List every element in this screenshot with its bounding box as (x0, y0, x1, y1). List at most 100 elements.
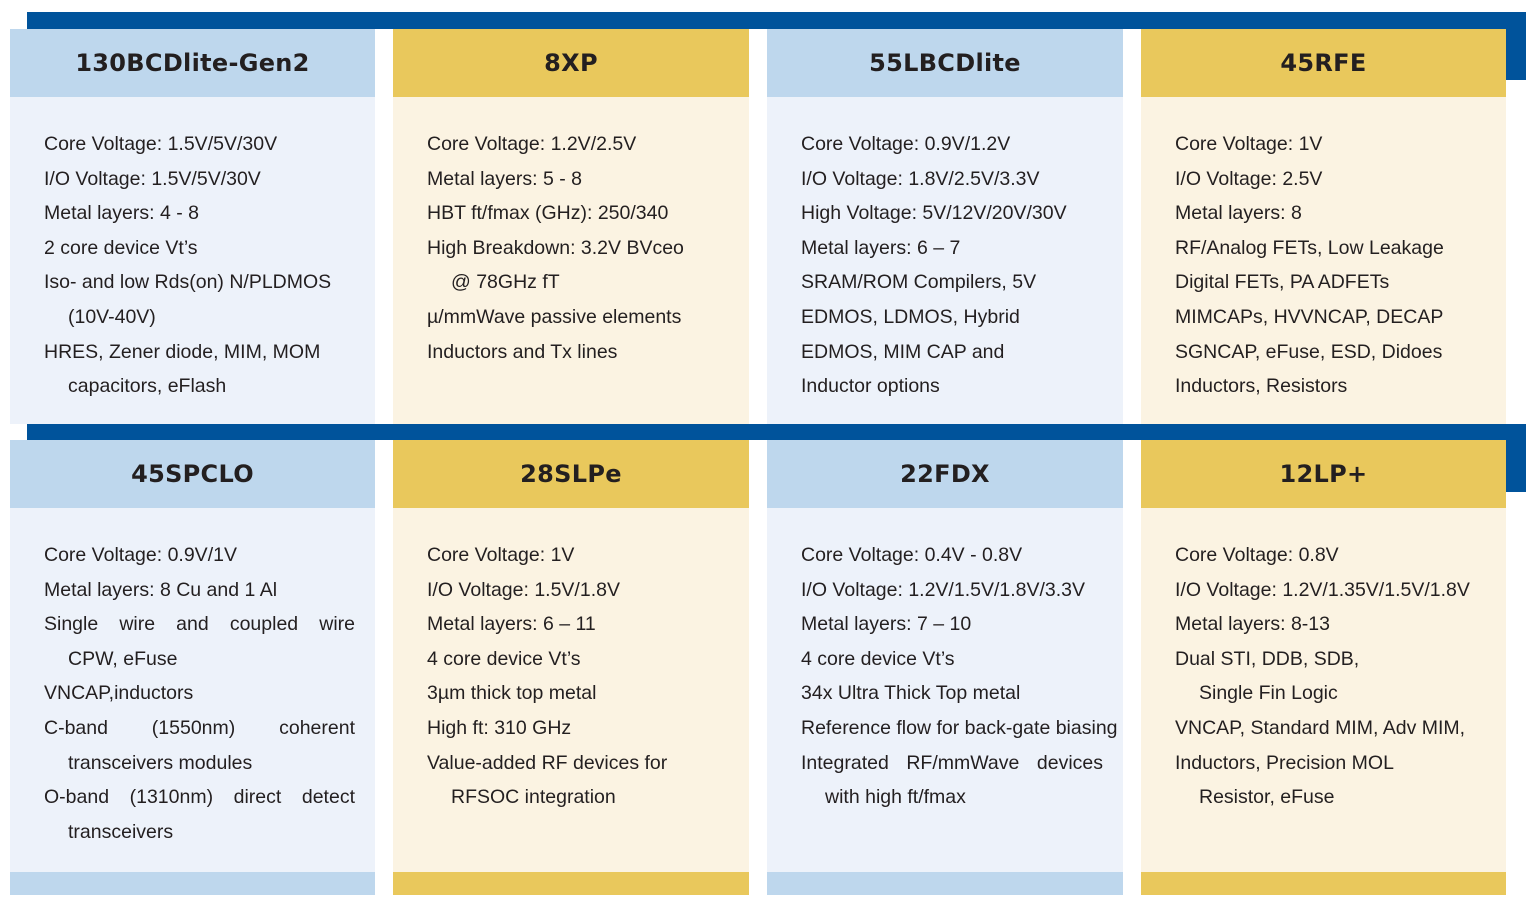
feature-list: Core Voltage: 1.2V/2.5V Metal layers: 5 -… (393, 97, 749, 369)
feature-list: Core Voltage: 0.9V/1.2V I/O Voltage: 1.8V… (767, 97, 1123, 404)
process-card-title: 130BCDlite-Gen2 (10, 29, 375, 97)
feature-line: I/O Voltage: 2.5V (1175, 167, 1323, 190)
feature-line: VNCAP,inductors (44, 682, 194, 705)
feature-line: Core Voltage: 1.5V/5V/30V (44, 133, 278, 155)
feature-line: Digital FETs, PA ADFETs (1175, 271, 1390, 294)
process-card-title: 45RFE (1141, 29, 1506, 97)
feature-line: Core Voltage: 0.4V - 0.8V (801, 544, 1023, 566)
process-card: 22FDX Core Voltage: 0.4V - 0.8V I/O Voltag… (767, 440, 1123, 895)
feature-line: 4 core device Vt’s (427, 647, 581, 670)
feature-line: Core Voltage: 0.9V/1.2V (801, 133, 1011, 155)
process-card-footer-strip (1141, 872, 1506, 895)
feature-line: Value-added RF devices for (427, 751, 668, 774)
feature-line: Inductors, Resistors (1175, 375, 1348, 398)
feature-line: I/O Voltage: 1.5V/1.8V (427, 578, 620, 601)
process-card-body: Core Voltage: 0.8V I/O Voltage: 1.2V/1.35… (1141, 508, 1506, 872)
feature-line: transceivers (68, 820, 174, 843)
top-blue-bar (27, 12, 1526, 29)
process-card-body: Core Voltage: 0.4V - 0.8V I/O Voltage: 1.… (767, 508, 1123, 872)
feature-line: Metal layers: 5 - 8 (427, 167, 582, 190)
feature-line: EDMOS, MIM CAP and (801, 340, 1005, 363)
feature-line: SRAM/ROM Compilers, 5V (801, 271, 1037, 294)
process-card-body: Core Voltage: 1V I/O Voltage: 2.5V Metal l… (1141, 97, 1506, 424)
process-card-footer-strip (767, 872, 1123, 895)
feature-line: VNCAP, Standard MIM, Adv MIM, (1175, 716, 1466, 739)
feature-line: High Breakdown: 3.2V BVceo (427, 236, 684, 259)
feature-line: Metal layers: 6 – 11 (427, 613, 596, 636)
middle-blue-bar (27, 424, 1526, 440)
feature-line: Metal layers: 8 (1175, 202, 1302, 225)
process-card-footer-strip (393, 872, 749, 895)
feature-line: Iso- and low Rds(on) N/PLDMOS (44, 271, 332, 294)
feature-list: Core Voltage: 0.9V/1V Metal layers: 8 Cu … (10, 508, 375, 849)
process-card-title: 45SPCLO (10, 440, 375, 508)
process-card-body: Core Voltage: 0.9V/1.2V I/O Voltage: 1.8V… (767, 97, 1123, 424)
process-card: 130BCDlite-Gen2 Core Voltage: 1.5V/5V/30V… (10, 29, 375, 424)
feature-line: Metal layers: 7 – 10 (801, 613, 972, 636)
process-card-body: Core Voltage: 1.5V/5V/30V I/O Voltage: 1.… (10, 97, 375, 424)
feature-line: Single Fin Logic (1199, 682, 1338, 705)
process-card-title: 12LP+ (1141, 440, 1506, 508)
feature-list: Core Voltage: 1V I/O Voltage: 1.5V/1.8V Me… (393, 508, 749, 815)
feature-line: RFSOC integration (451, 786, 616, 809)
process-card: 12LP+ Core Voltage: 0.8V I/O Voltage: 1.2V… (1141, 440, 1506, 895)
feature-line: Core Voltage: 1V (427, 544, 575, 566)
feature-line: CPW, eFuse (68, 647, 178, 670)
feature-line: capacitors, eFlash (68, 375, 227, 398)
feature-line: MIMCAPs, HVVNCAP, DECAP (1175, 305, 1444, 328)
feature-line: HRES, Zener diode, MIM, MOM (44, 340, 321, 363)
feature-list: Core Voltage: 1.5V/5V/30V I/O Voltage: 1.… (10, 97, 375, 404)
feature-line: Integrated RF/mmWave devices (801, 751, 1103, 774)
feature-line: RF/Analog FETs, Low Leakage (1175, 236, 1444, 259)
top-blue-bar-right-tab (1506, 12, 1526, 80)
feature-line: EDMOS, LDMOS, Hybrid (801, 305, 1020, 328)
process-card: 45SPCLO Core Voltage: 0.9V/1V Metal layers… (10, 440, 375, 895)
process-card: 45RFE Core Voltage: 1V I/O Voltage: 2.5V Me… (1141, 29, 1506, 424)
feature-line: 2 core device Vt’s (44, 236, 198, 259)
feature-line: O-band (1310nm) direct detect (44, 786, 355, 809)
feature-line: Core Voltage: 1.2V/2.5V (427, 133, 637, 155)
feature-line: Metal layers: 8-13 (1175, 613, 1330, 636)
process-card: 8XP Core Voltage: 1.2V/2.5V Metal layers: … (393, 29, 749, 424)
feature-line: Metal layers: 4 - 8 (44, 202, 199, 225)
feature-line: C-band (1550nm) coherent (44, 716, 355, 739)
feature-line: 34x Ultra Thick Top metal (801, 682, 1021, 705)
feature-list: Core Voltage: 1V I/O Voltage: 2.5V Metal l… (1141, 97, 1506, 404)
feature-line: µ/mmWave passive elements (427, 305, 682, 328)
process-card: 55LBCDlite Core Voltage: 0.9V/1.2V I/O Vol… (767, 29, 1123, 424)
middle-blue-bar-right-tab (1506, 424, 1526, 492)
feature-list: Core Voltage: 0.8V I/O Voltage: 1.2V/1.35… (1141, 508, 1506, 815)
feature-line: HBT ft/fmax (GHz): 250/340 (427, 202, 669, 225)
feature-line: 4 core device Vt’s (801, 647, 955, 670)
feature-line: Core Voltage: 0.8V (1175, 544, 1339, 566)
process-card-body: Core Voltage: 1.2V/2.5V Metal layers: 5 -… (393, 97, 749, 424)
feature-line: Resistor, eFuse (1199, 786, 1335, 809)
feature-line: @ 78GHz fT (451, 271, 560, 294)
feature-line: Reference flow for back-gate biasing (801, 716, 1118, 739)
process-card: 28SLPe Core Voltage: 1V I/O Voltage: 1.5V/… (393, 440, 749, 895)
feature-line: Dual STI, DDB, SDB, (1175, 647, 1360, 670)
feature-line: I/O Voltage: 1.2V/1.35V/1.5V/1.8V (1175, 578, 1470, 601)
feature-line: with high ft/fmax (825, 786, 966, 809)
feature-line: 3µm thick top metal (427, 682, 597, 705)
feature-line: High Voltage: 5V/12V/20V/30V (801, 202, 1067, 225)
feature-line: Metal layers: 6 – 7 (801, 236, 961, 259)
feature-line: (10V-40V) (68, 305, 156, 328)
process-card-title: 22FDX (767, 440, 1123, 508)
process-card-title: 8XP (393, 29, 749, 97)
feature-line: Single wire and coupled wire (44, 613, 355, 636)
feature-line: I/O Voltage: 1.5V/5V/30V (44, 167, 261, 190)
feature-line: transceivers modules (68, 751, 253, 774)
feature-line: Metal layers: 8 Cu and 1 Al (44, 578, 278, 601)
feature-line: I/O Voltage: 1.8V/2.5V/3.3V (801, 167, 1040, 190)
feature-line: Inductors, Precision MOL (1175, 751, 1394, 774)
feature-line: Inductor options (801, 375, 940, 398)
feature-line: Inductors and Tx lines (427, 340, 618, 363)
feature-line: High ft: 310 GHz (427, 716, 572, 739)
process-card-body: Core Voltage: 0.9V/1V Metal layers: 8 Cu … (10, 508, 375, 872)
feature-line: Core Voltage: 1V (1175, 133, 1323, 155)
process-card-title: 28SLPe (393, 440, 749, 508)
process-card-title: 55LBCDlite (767, 29, 1123, 97)
process-card-footer-strip (10, 872, 375, 895)
feature-line: Core Voltage: 0.9V/1V (44, 544, 237, 566)
